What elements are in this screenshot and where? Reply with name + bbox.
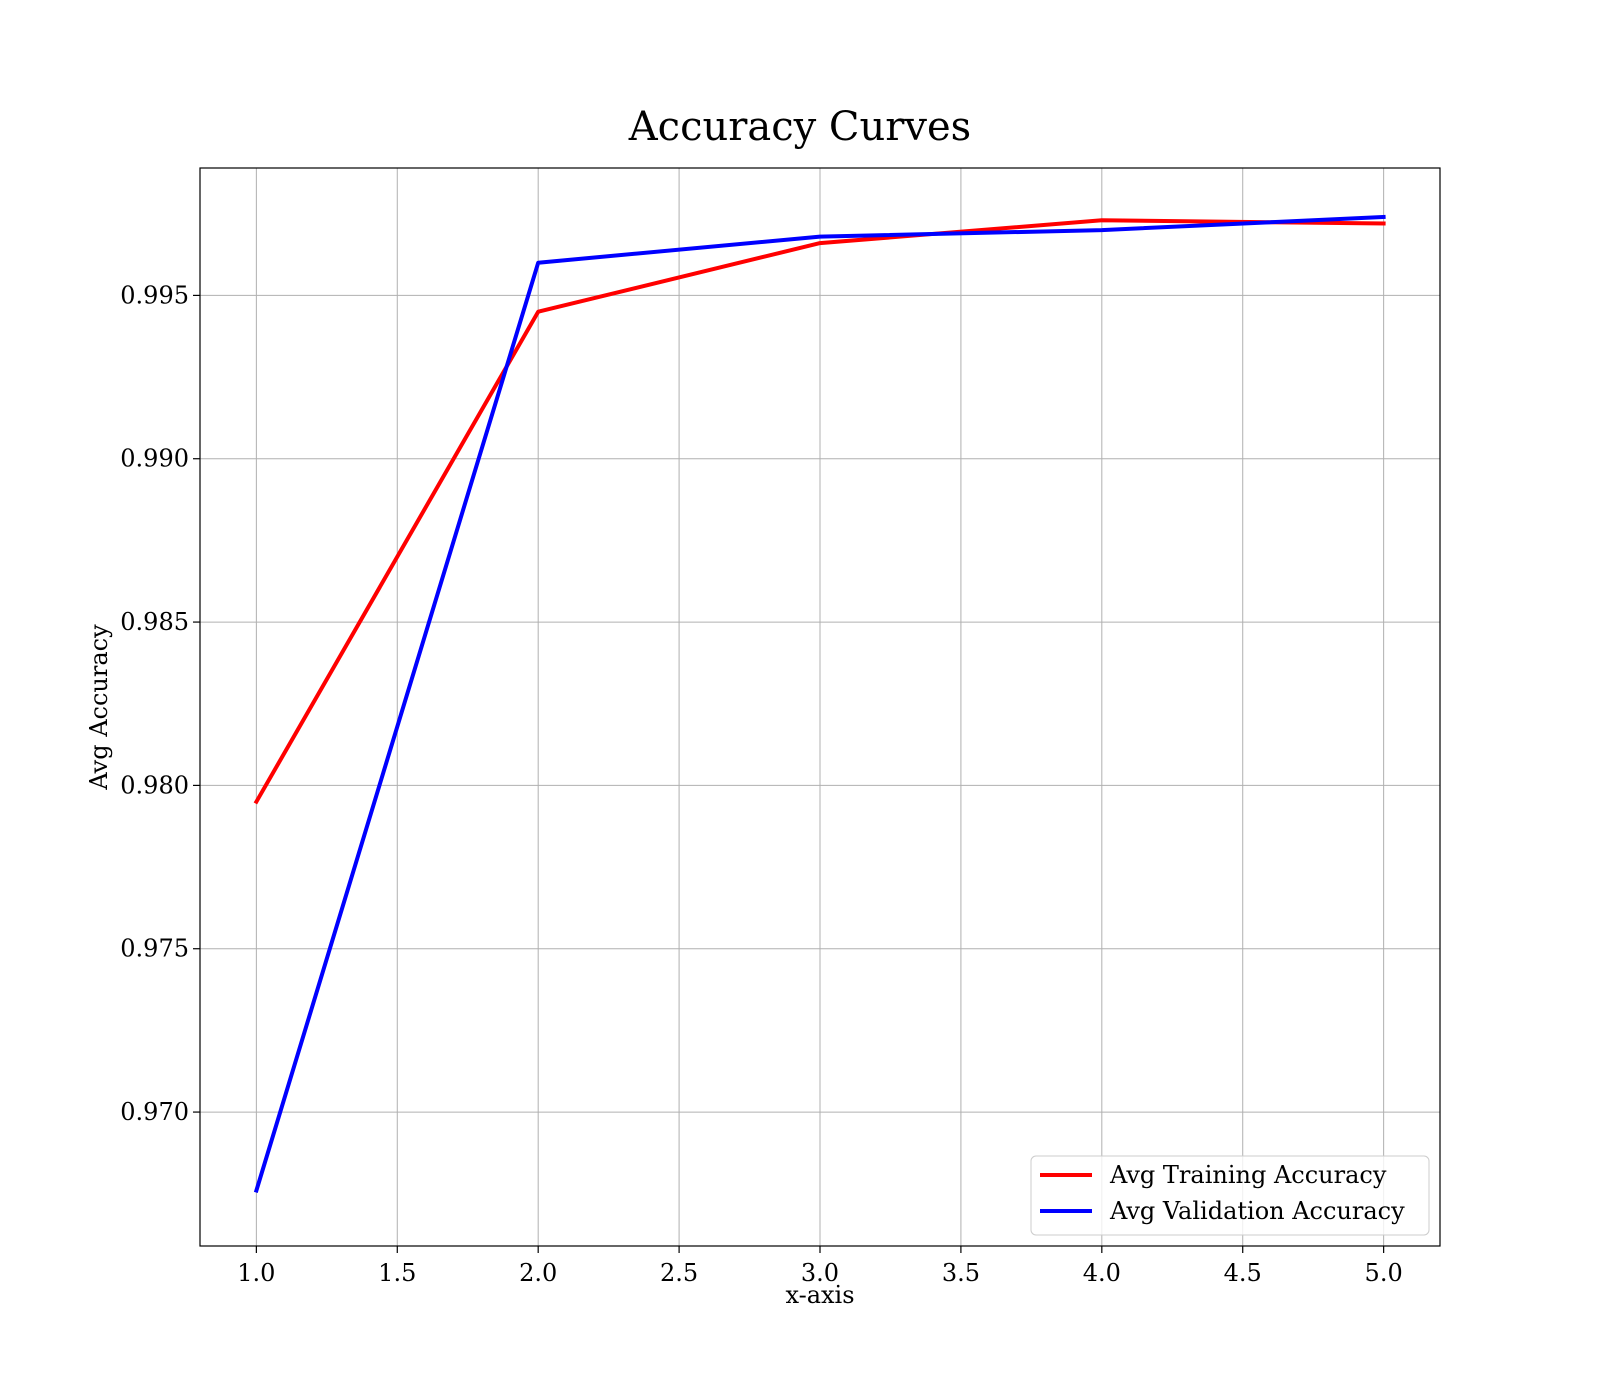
x-tick-label: 1.5 xyxy=(378,1259,416,1287)
x-tick-label: 3.5 xyxy=(942,1259,980,1287)
x-tick-label: 3.0 xyxy=(801,1259,839,1287)
series-lines xyxy=(253,214,1386,1193)
legend-label-training: Avg Training Accuracy xyxy=(1109,1161,1387,1189)
y-tick-label: 0.985 xyxy=(120,608,189,636)
y-tick-label: 0.990 xyxy=(120,445,189,473)
x-tick-label: 5.0 xyxy=(1365,1259,1403,1287)
x-tick-label: 4.0 xyxy=(1083,1259,1121,1287)
legend-box xyxy=(1030,1155,1430,1236)
y-tick-label: 0.980 xyxy=(120,771,189,799)
y-tick-label: 0.970 xyxy=(120,1098,189,1126)
grid-lines xyxy=(200,168,1440,1246)
x-axis-label: x-axis xyxy=(785,1281,854,1309)
legend-label-validation: Avg Validation Accuracy xyxy=(1109,1197,1405,1225)
x-tick-label: 2.0 xyxy=(519,1259,557,1287)
legend: Avg Training Accuracy Avg Validation Acc… xyxy=(1030,1155,1430,1236)
x-tick-label: 2.5 xyxy=(660,1259,698,1287)
series-line-training xyxy=(253,218,1386,805)
series-line-validation xyxy=(253,214,1386,1193)
axis-ticks: 1.0 1.5 2.0 2.5 3.0 3.5 4.0 4.5 5.0 0.970 0.975 0.9… xyxy=(120,281,1402,1287)
y-axis-label: Avg Accuracy xyxy=(85,624,113,791)
x-tick-label: 1.0 xyxy=(237,1259,275,1287)
y-tick-label: 0.975 xyxy=(120,935,189,963)
chart-title: Accuracy Curves xyxy=(628,104,971,150)
y-tick-label: 0.995 xyxy=(120,281,189,309)
x-tick-label: 4.5 xyxy=(1224,1259,1262,1287)
